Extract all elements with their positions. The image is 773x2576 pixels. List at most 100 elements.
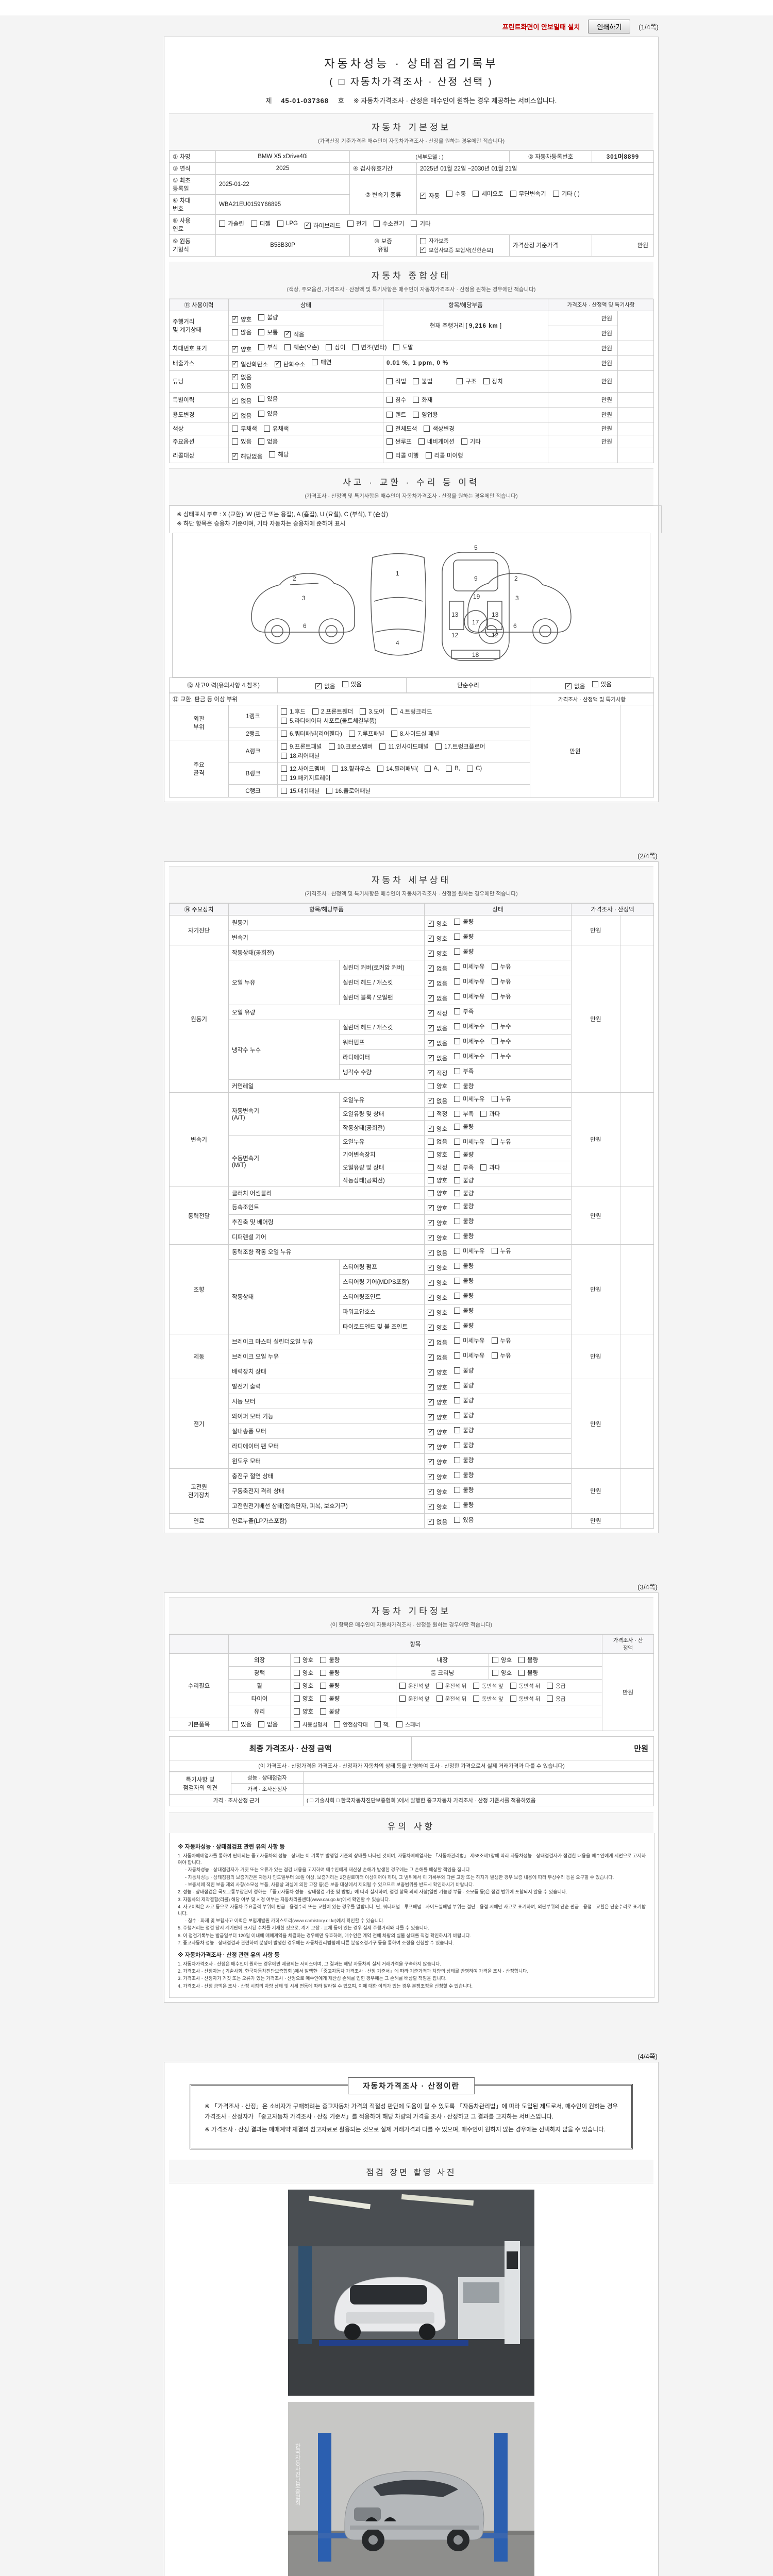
checkbox-option[interactable]: 적법	[386, 377, 406, 385]
print-install-link[interactable]: 프린트화면이 안보일때 설치	[502, 23, 580, 31]
checkbox-option[interactable]: ✓ 없음	[565, 682, 585, 690]
checkbox[interactable]	[454, 1263, 461, 1269]
checkbox-option[interactable]: ✓ 양호	[428, 1309, 447, 1317]
checkbox-option[interactable]: 누유	[491, 977, 511, 986]
checkbox[interactable]	[518, 1657, 525, 1664]
checkbox[interactable]: ✓	[428, 1234, 434, 1242]
checkbox[interactable]	[552, 190, 559, 197]
checkbox-option[interactable]: 1.후드	[281, 707, 306, 716]
checkbox-option[interactable]: ✓ 없음	[428, 1097, 447, 1105]
checkbox-option[interactable]: 미세누유	[454, 1336, 485, 1345]
checkbox-option[interactable]: 양호	[492, 1669, 512, 1677]
checkbox-option[interactable]: 동반석 뒤	[510, 1695, 540, 1703]
checkbox[interactable]: ✓	[428, 1503, 434, 1511]
checkbox[interactable]	[454, 1382, 461, 1389]
checkbox-option[interactable]: 불량	[320, 1694, 340, 1703]
checkbox-option[interactable]: 미세누유	[454, 1247, 485, 1255]
checkbox[interactable]: ✓	[428, 1459, 434, 1466]
checkbox-option[interactable]: ✓ 없음	[428, 1054, 447, 1062]
checkbox-option[interactable]: 자가보증	[420, 237, 449, 245]
checkbox[interactable]	[428, 1111, 434, 1117]
checkbox-option[interactable]: 9.프론트패널	[281, 742, 322, 751]
checkbox-option[interactable]: 리콜 이행	[386, 451, 419, 460]
checkbox[interactable]	[391, 731, 397, 737]
checkbox-option[interactable]: 양호	[428, 1150, 447, 1159]
checkbox[interactable]: ✓	[428, 965, 434, 972]
checkbox-option[interactable]: 없음	[258, 1720, 278, 1728]
checkbox[interactable]	[258, 344, 265, 350]
checkbox[interactable]: ✓	[428, 920, 434, 927]
checkbox-option[interactable]: ✓ 일산화탄소	[232, 360, 268, 368]
checkbox[interactable]	[420, 238, 426, 244]
checkbox-option[interactable]: 누수	[491, 1022, 511, 1030]
checkbox[interactable]: ✓	[428, 1279, 434, 1286]
checkbox-option[interactable]: 화재	[413, 396, 432, 404]
checkbox-option[interactable]: 없음	[258, 437, 278, 446]
checkbox-option[interactable]: ✓ 보험사보증 보험사[신한손보]	[420, 246, 493, 254]
checkbox[interactable]	[326, 344, 332, 350]
checkbox[interactable]: ✓	[428, 1324, 434, 1331]
checkbox[interactable]	[428, 1083, 434, 1090]
checkbox-option[interactable]: 불량	[454, 1176, 474, 1184]
checkbox[interactable]	[328, 743, 335, 750]
checkbox[interactable]: ✓	[428, 1070, 434, 1077]
checkbox-option[interactable]: 13.휠하우스	[331, 765, 371, 773]
checkbox[interactable]: ✓	[428, 1025, 434, 1032]
checkbox[interactable]	[281, 731, 287, 737]
checkbox[interactable]	[281, 775, 287, 782]
checkbox-option[interactable]: 과다	[480, 1163, 500, 1172]
checkbox-option[interactable]: B,	[446, 766, 460, 772]
checkbox-option[interactable]: 불량	[454, 1411, 474, 1419]
checkbox[interactable]	[386, 411, 393, 418]
checkbox-option[interactable]: 불량	[454, 1082, 474, 1090]
checkbox-option[interactable]: 11.인사이드패널	[379, 742, 429, 751]
checkbox-option[interactable]: 불량	[454, 1486, 474, 1494]
checkbox[interactable]	[320, 1657, 327, 1664]
checkbox[interactable]	[446, 766, 452, 772]
checkbox[interactable]: ✓	[428, 1125, 434, 1132]
checkbox[interactable]	[347, 221, 354, 227]
checkbox[interactable]: ✓	[232, 345, 238, 352]
checkbox-option[interactable]: ✓ 없음	[232, 373, 251, 381]
checkbox-option[interactable]: 세미오토	[473, 190, 503, 198]
checkbox-option[interactable]: ✓ 양호	[428, 1324, 447, 1332]
checkbox-option[interactable]: 사용설명서	[294, 1721, 327, 1728]
checkbox[interactable]: ✓	[420, 246, 426, 253]
checkbox[interactable]	[454, 1177, 461, 1184]
checkbox-option[interactable]: ✓ 하이브리드	[304, 222, 341, 230]
checkbox-option[interactable]: 변조(변타)	[352, 343, 386, 351]
checkbox[interactable]	[294, 1683, 300, 1689]
checkbox[interactable]	[232, 1721, 238, 1728]
checkbox-option[interactable]: 장치	[483, 377, 503, 385]
checkbox[interactable]	[411, 221, 417, 227]
checkbox-option[interactable]: 응급	[547, 1695, 566, 1703]
checkbox-option[interactable]: 미세누수	[454, 1037, 485, 1045]
checkbox-option[interactable]: 동반석 앞	[473, 1695, 503, 1703]
checkbox-option[interactable]: ✓ 양호	[428, 920, 447, 928]
checkbox-option[interactable]: 양호	[428, 1189, 447, 1197]
checkbox-option[interactable]: 구조	[457, 377, 477, 385]
checkbox[interactable]	[435, 743, 442, 750]
checkbox[interactable]: ✓	[428, 1384, 434, 1391]
checkbox[interactable]	[454, 1457, 461, 1464]
checkbox[interactable]	[454, 1233, 461, 1240]
checkbox-option[interactable]: 누유	[491, 962, 511, 971]
checkbox[interactable]: ✓	[232, 452, 238, 460]
checkbox-option[interactable]: 네비게이션	[418, 437, 455, 446]
checkbox-option[interactable]: ✓ 양호	[428, 1368, 447, 1377]
checkbox-option[interactable]: 디젤	[250, 219, 271, 228]
checkbox-option[interactable]: 색상변경	[424, 425, 455, 433]
checkbox-option[interactable]: 상이	[326, 343, 346, 351]
checkbox[interactable]	[320, 1696, 327, 1702]
checkbox[interactable]	[232, 438, 238, 445]
checkbox-option[interactable]: ✓ 없음	[428, 964, 447, 973]
checkbox-option[interactable]: 가솔린	[219, 219, 244, 228]
checkbox-option[interactable]: 누유	[491, 1351, 511, 1360]
checkbox[interactable]	[258, 314, 265, 320]
checkbox-option[interactable]: 많음	[232, 328, 251, 336]
checkbox[interactable]	[386, 378, 393, 384]
checkbox[interactable]: ✓	[428, 1488, 434, 1496]
checkbox[interactable]	[454, 1164, 461, 1171]
checkbox-option[interactable]: 운전석 뒤	[436, 1695, 466, 1703]
checkbox-option[interactable]: ✓ 양호	[428, 1458, 447, 1466]
